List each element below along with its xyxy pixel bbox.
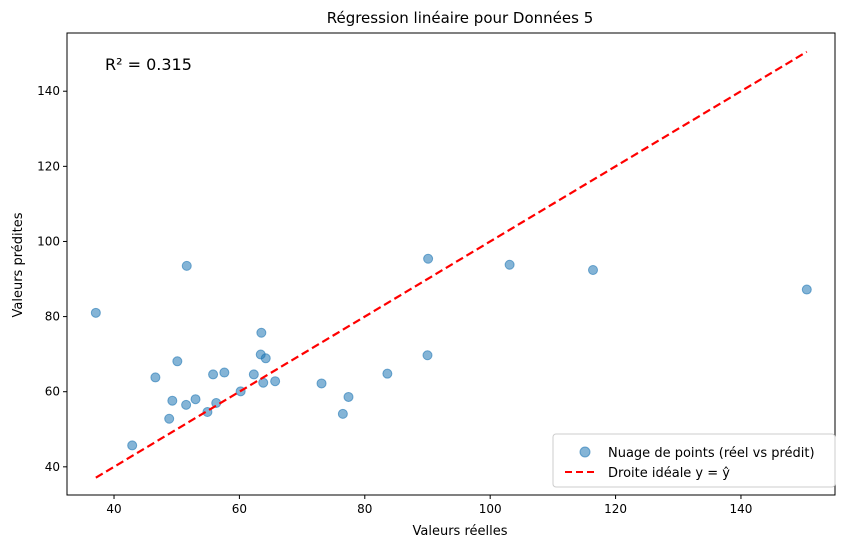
scatter-point: [167, 395, 178, 406]
scatter-point: [422, 350, 433, 361]
scatter-point: [258, 377, 269, 388]
scatter-point: [219, 367, 230, 378]
scatter-point: [382, 368, 393, 379]
legend-scatter-label: Nuage de points (réel vs prédit): [608, 446, 815, 461]
scatter-point: [164, 413, 175, 424]
axes-frame: [66, 32, 836, 496]
scatter-point: [248, 369, 259, 380]
scatter-point: [588, 265, 599, 276]
x-tick-label: 40: [106, 502, 121, 516]
plot-area: [90, 50, 812, 479]
x-tick-label: 100: [479, 502, 502, 516]
y-tick-label: 140: [37, 84, 60, 98]
y-tick-label: 120: [37, 159, 60, 173]
y-tick-label: 100: [37, 234, 60, 248]
y-axis-label: Valeurs prédites: [11, 212, 26, 317]
scatter-point: [150, 372, 161, 383]
y-tick-label: 80: [45, 310, 60, 324]
r-squared-annotation: R² = 0.315: [105, 55, 192, 74]
legend-line-label: Droite idéale y = ŷ: [608, 466, 730, 481]
scatter-point: [190, 394, 201, 405]
scatter-point: [208, 369, 219, 380]
scatter-point: [343, 391, 354, 402]
scatter-point: [127, 440, 138, 451]
scatter-point: [270, 376, 281, 387]
x-tick-label: 60: [232, 502, 247, 516]
scatter-point: [316, 378, 327, 389]
y-tick-label: 40: [45, 460, 60, 474]
legend: Nuage de points (réel vs prédit) Droite …: [552, 433, 836, 488]
axes: 40 60 80 100 120 140 40 60 80 100 120 140: [37, 32, 836, 516]
x-tick-label: 140: [730, 502, 753, 516]
scatter-point: [181, 399, 192, 410]
scatter-point: [172, 356, 183, 367]
legend-scatter-marker: [579, 446, 591, 458]
x-tick-label: 120: [604, 502, 627, 516]
scatter-point: [337, 408, 348, 419]
scatter-point: [423, 253, 434, 264]
x-axis-label: Valeurs réelles: [413, 524, 508, 539]
scatter-point: [260, 353, 271, 364]
scatter-point: [256, 327, 267, 338]
scatter-point: [181, 260, 192, 271]
scatter-point: [801, 284, 812, 295]
legend-frame: [552, 433, 836, 488]
scatter-point: [504, 259, 515, 270]
scatter-point: [90, 307, 101, 318]
ideal-line: [95, 50, 808, 479]
y-tick-label: 60: [45, 385, 60, 399]
chart-title: Régression linéaire pour Données 5: [327, 9, 594, 27]
x-tick-label: 80: [357, 502, 372, 516]
